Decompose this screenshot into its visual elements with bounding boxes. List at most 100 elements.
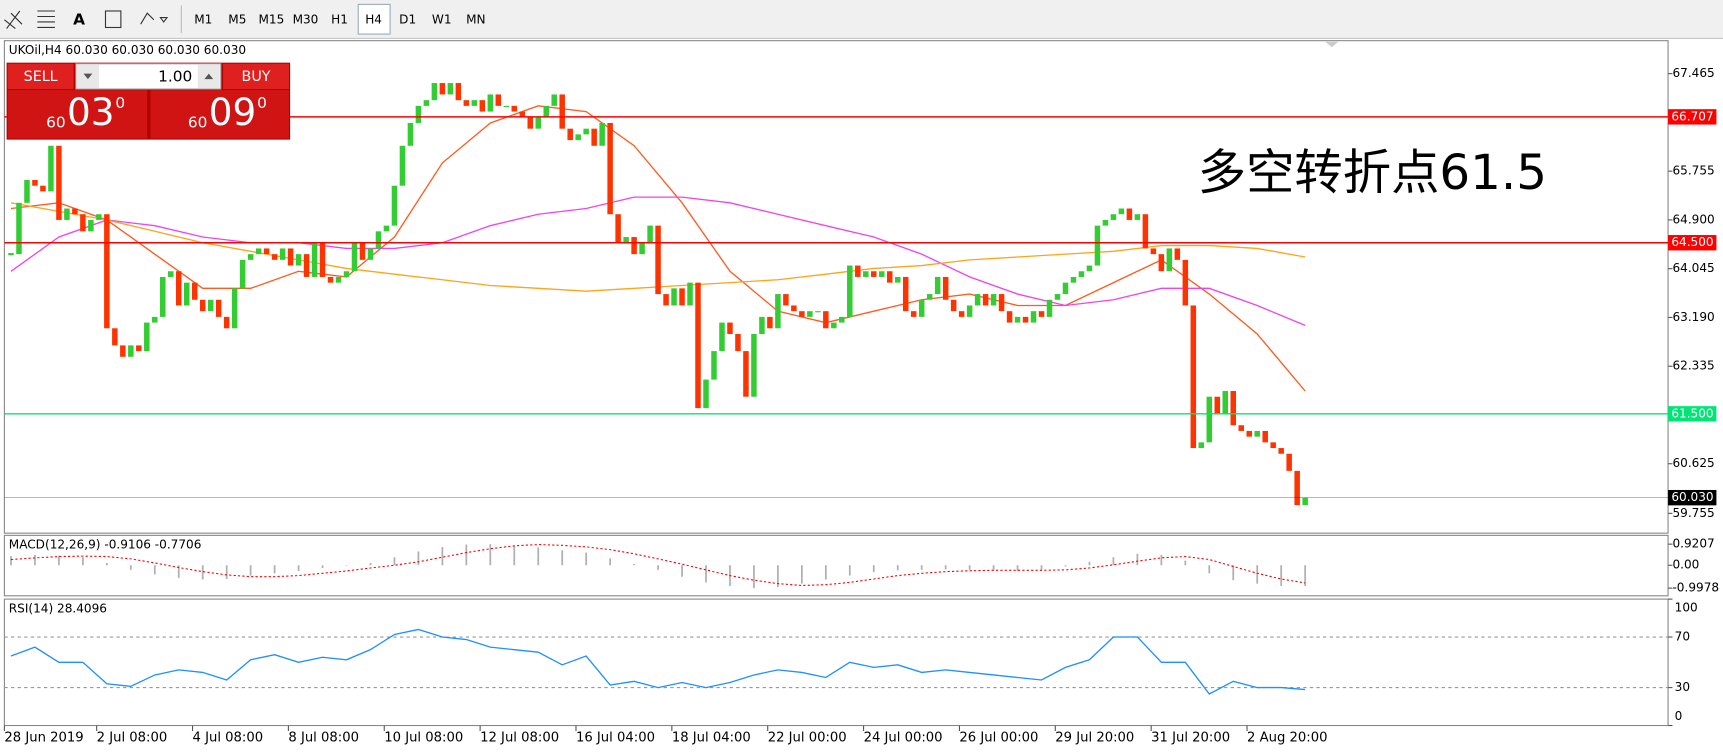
bid-box[interactable]	[7, 90, 148, 139]
x-tick-label: 4 Jul 08:00	[193, 731, 264, 746]
candle	[1046, 299, 1053, 317]
candle	[519, 111, 526, 118]
candle	[894, 276, 901, 283]
candle	[423, 100, 430, 106]
macd-signal	[10, 544, 1306, 587]
y-tick-label: 0	[1675, 709, 1683, 723]
macd-bar	[1208, 565, 1211, 574]
candle	[1038, 311, 1045, 317]
lot-value: 1.00	[158, 67, 192, 85]
timeframe-button[interactable]: M30	[293, 12, 319, 26]
timeframe-button[interactable]: D1	[399, 12, 416, 26]
macd-bar	[992, 565, 995, 571]
lot-input[interactable]	[75, 63, 222, 90]
macd-bar	[920, 565, 923, 570]
candle	[455, 83, 462, 101]
macd-bar	[753, 565, 755, 589]
y-tick-label: -0.9978	[1672, 581, 1719, 595]
timeframe-button[interactable]: M15	[259, 12, 285, 26]
candle	[431, 83, 438, 101]
macd-bar	[561, 550, 564, 566]
icon-label[interactable]	[104, 10, 122, 29]
candle	[1206, 396, 1213, 443]
candle	[152, 316, 158, 323]
candle	[910, 311, 917, 317]
sell-text: SELL	[24, 69, 58, 85]
x-tick-label: 26 Jul 00:00	[959, 731, 1038, 746]
candle	[503, 105, 510, 107]
symbol-info: UKOil,H4 60.030 60.030 60.030 60.030	[9, 43, 246, 57]
icon-lines[interactable]	[37, 10, 55, 29]
candle	[1070, 276, 1077, 283]
candle	[1190, 305, 1197, 449]
buy-button[interactable]	[223, 63, 289, 90]
rsi-chart: 100 70 30 0	[4, 598, 1698, 727]
candle	[575, 134, 581, 141]
macd-bar	[225, 565, 228, 580]
candle	[471, 100, 478, 106]
candle	[783, 294, 789, 306]
timeframe-button[interactable]: W1	[432, 12, 452, 26]
candle	[950, 299, 957, 312]
candle	[1062, 282, 1069, 295]
y-tick-label: 30	[1675, 680, 1690, 694]
timeframe-button[interactable]: M1	[194, 12, 212, 26]
macd-bar	[848, 565, 851, 576]
candle	[1150, 248, 1157, 255]
x-tick-label: 16 Jul 04:00	[576, 731, 655, 746]
timeframe-button[interactable]: M5	[228, 12, 246, 26]
macd-bar	[465, 544, 468, 566]
candle	[359, 242, 366, 260]
macd-bar	[82, 557, 84, 566]
candle	[1278, 448, 1284, 454]
candle	[136, 345, 142, 352]
candle	[128, 345, 134, 357]
macd-bar	[609, 558, 612, 566]
candle	[1262, 430, 1268, 443]
candle	[415, 105, 422, 123]
timeframe-button[interactable]: H4	[365, 12, 382, 26]
candle	[918, 299, 925, 317]
ask-box[interactable]	[150, 90, 289, 139]
candle	[886, 271, 893, 283]
candle	[32, 180, 38, 186]
macd-bar	[393, 557, 396, 566]
candle	[583, 128, 589, 135]
candle	[247, 254, 254, 260]
candle	[1102, 219, 1109, 226]
candle	[319, 242, 326, 277]
candle	[727, 322, 733, 334]
icon-text[interactable]: A	[73, 10, 85, 28]
x-tick-label: 18 Jul 04:00	[672, 731, 751, 746]
macd-bar	[1232, 565, 1235, 581]
macd-bar	[1064, 565, 1067, 567]
timeframe-button[interactable]: MN	[466, 12, 485, 26]
icon-fibo[interactable]	[4, 10, 23, 30]
macd-bar	[249, 565, 252, 576]
sell-button[interactable]	[7, 63, 74, 90]
bid-main: 03	[67, 90, 115, 134]
ask-sup: 0	[257, 94, 267, 112]
timeframe-button[interactable]: H1	[331, 12, 348, 26]
y-tick-label: 100	[1675, 600, 1698, 614]
candle	[799, 311, 805, 317]
icon-arrows[interactable]	[140, 12, 169, 25]
candle	[735, 333, 741, 352]
candle	[551, 94, 557, 106]
candle	[1014, 316, 1021, 323]
y-tick-label: 63.190	[1672, 310, 1714, 324]
candle	[487, 94, 494, 112]
y-tick-label: 0.00	[1672, 558, 1699, 572]
candle	[88, 219, 94, 232]
candle	[16, 202, 22, 255]
macd-bar	[34, 554, 36, 566]
y-tick-label: 64.045	[1672, 261, 1714, 275]
candle	[831, 322, 837, 329]
macd-bar	[1184, 560, 1187, 566]
macd-bar	[1256, 565, 1259, 584]
candle	[112, 328, 118, 346]
candle	[1030, 311, 1037, 323]
candle	[1270, 442, 1276, 449]
candle	[120, 345, 126, 357]
